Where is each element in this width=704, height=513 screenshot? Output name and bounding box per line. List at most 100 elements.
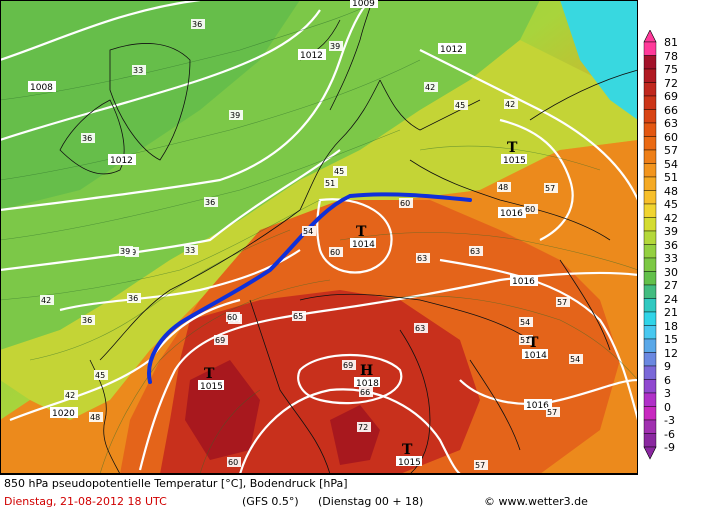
pressure-label-bg: [498, 207, 526, 218]
center-value-bg: [198, 380, 224, 390]
theta-label-bg: [127, 293, 141, 303]
color-scale-label: -3: [664, 414, 675, 427]
theta-label: 42: [41, 296, 51, 305]
color-scale-swatch: [643, 325, 657, 340]
theta-label-bg: [132, 65, 146, 75]
theta-label-bg: [544, 183, 558, 193]
low-pressure-symbol: T: [507, 140, 518, 156]
theta-label: 45: [455, 101, 465, 110]
theta-label-bg: [191, 19, 205, 29]
color-scale-label: 24: [664, 292, 678, 306]
color-scale-swatch: [643, 406, 657, 421]
color-scale-swatch: [643, 230, 657, 245]
theta-label: 48: [90, 413, 100, 422]
center-pressure-value: 1015: [503, 156, 526, 166]
theta-label: 33: [133, 66, 143, 75]
theta-label-bg: [229, 110, 243, 120]
theta-label: 57: [475, 461, 485, 470]
low-pressure-symbol: T: [204, 366, 215, 382]
center-pressure-value: 1015: [398, 458, 421, 468]
low-pressure-symbol: T: [402, 442, 413, 458]
color-scale-label: 69: [664, 90, 678, 103]
isobar-label: 1012: [440, 45, 463, 55]
theta-label: 60: [227, 313, 237, 322]
color-scale-swatch: [643, 271, 657, 286]
theta-label: 45: [95, 371, 105, 380]
color-scale-label: 75: [664, 63, 678, 76]
low-pressure-symbol: T: [356, 224, 367, 240]
theta-label: 54: [570, 355, 580, 364]
color-scale-swatch: [643, 284, 657, 299]
theta-label: 63: [415, 324, 425, 333]
copyright-link[interactable]: © www.wetter3.de: [484, 495, 588, 508]
theta-label-bg: [94, 370, 108, 380]
theta-label: 60: [330, 248, 340, 257]
theta-label-bg: [342, 360, 356, 370]
center-value-bg: [350, 238, 376, 248]
color-scale-label: 15: [664, 333, 678, 346]
theta-label: 48: [498, 183, 508, 192]
theta-label: 65: [293, 312, 303, 321]
theta-label-bg: [119, 246, 133, 256]
color-scale-swatch: [643, 190, 657, 205]
theta-label-bg: [64, 390, 78, 400]
isobar-label: 1012: [300, 51, 323, 61]
color-scale-label: 12: [664, 346, 678, 360]
color-scale-label: 57: [664, 144, 678, 157]
theta-label-bg: [324, 178, 338, 188]
color-scale-label: 36: [664, 238, 678, 252]
pressure-label-bg: [298, 49, 326, 60]
color-scale-label: 27: [664, 279, 678, 292]
theta-label: 69: [215, 336, 225, 345]
theta-label: 54: [520, 318, 530, 327]
center-value-bg: [396, 456, 422, 466]
isobar-label: 1008: [30, 83, 53, 93]
theta-contours: [0, 0, 638, 474]
theta-label: 45: [334, 167, 344, 176]
color-scale-label: -9: [664, 441, 675, 454]
theta-label-bg: [497, 182, 511, 192]
theta-label: 39: [120, 247, 130, 256]
theta-label-bg: [329, 247, 343, 257]
color-scale-swatch: [643, 311, 657, 326]
color-scale-label: 21: [664, 306, 678, 319]
theta-label: 36: [82, 134, 92, 143]
isobars: [0, 0, 638, 474]
color-scale-label: 63: [664, 117, 678, 130]
theta-label-bg: [329, 41, 343, 51]
theta-label-bg: [504, 99, 518, 109]
theta-label-bg: [414, 323, 428, 333]
center-value-bg: [522, 349, 548, 359]
color-scale-swatch: [643, 163, 657, 178]
theta-label-bg: [556, 297, 570, 307]
hot-spot-south: [330, 405, 380, 465]
theta-label-bg: [519, 317, 533, 327]
color-scale-label: 18: [664, 319, 678, 333]
isobar-label: 1009: [352, 0, 375, 9]
cold-corner-region: [560, 0, 638, 120]
color-scale-swatch: [643, 392, 657, 407]
color-scale-swatch: [643, 338, 657, 353]
color-scale-swatch: [643, 41, 657, 56]
theta-label: 69: [343, 361, 353, 370]
theta-label: 42: [65, 391, 75, 400]
theta-label-bg: [204, 197, 218, 207]
color-scale-swatches: [643, 30, 657, 460]
color-scale-label: 60: [664, 130, 678, 144]
color-scale-label: 3: [664, 387, 671, 400]
center-pressure-value: 1014: [524, 351, 547, 361]
color-scale-label: 9: [664, 360, 671, 373]
theta-label-bg: [226, 312, 240, 322]
model-run: (Dienstag 00 + 18): [318, 495, 424, 508]
theta-label: 33: [185, 246, 195, 255]
theta-label-bg: [81, 133, 95, 143]
theta-label: 63: [470, 247, 480, 256]
color-scale-label: 0: [664, 400, 671, 414]
color-scale-label: 39: [664, 225, 678, 238]
theta-label: 57: [557, 298, 567, 307]
isobar-label: 1016: [526, 401, 549, 411]
pressure-label-bg: [108, 154, 136, 165]
pressure-label-bg: [350, 0, 378, 8]
theta-label: 39: [330, 42, 340, 51]
